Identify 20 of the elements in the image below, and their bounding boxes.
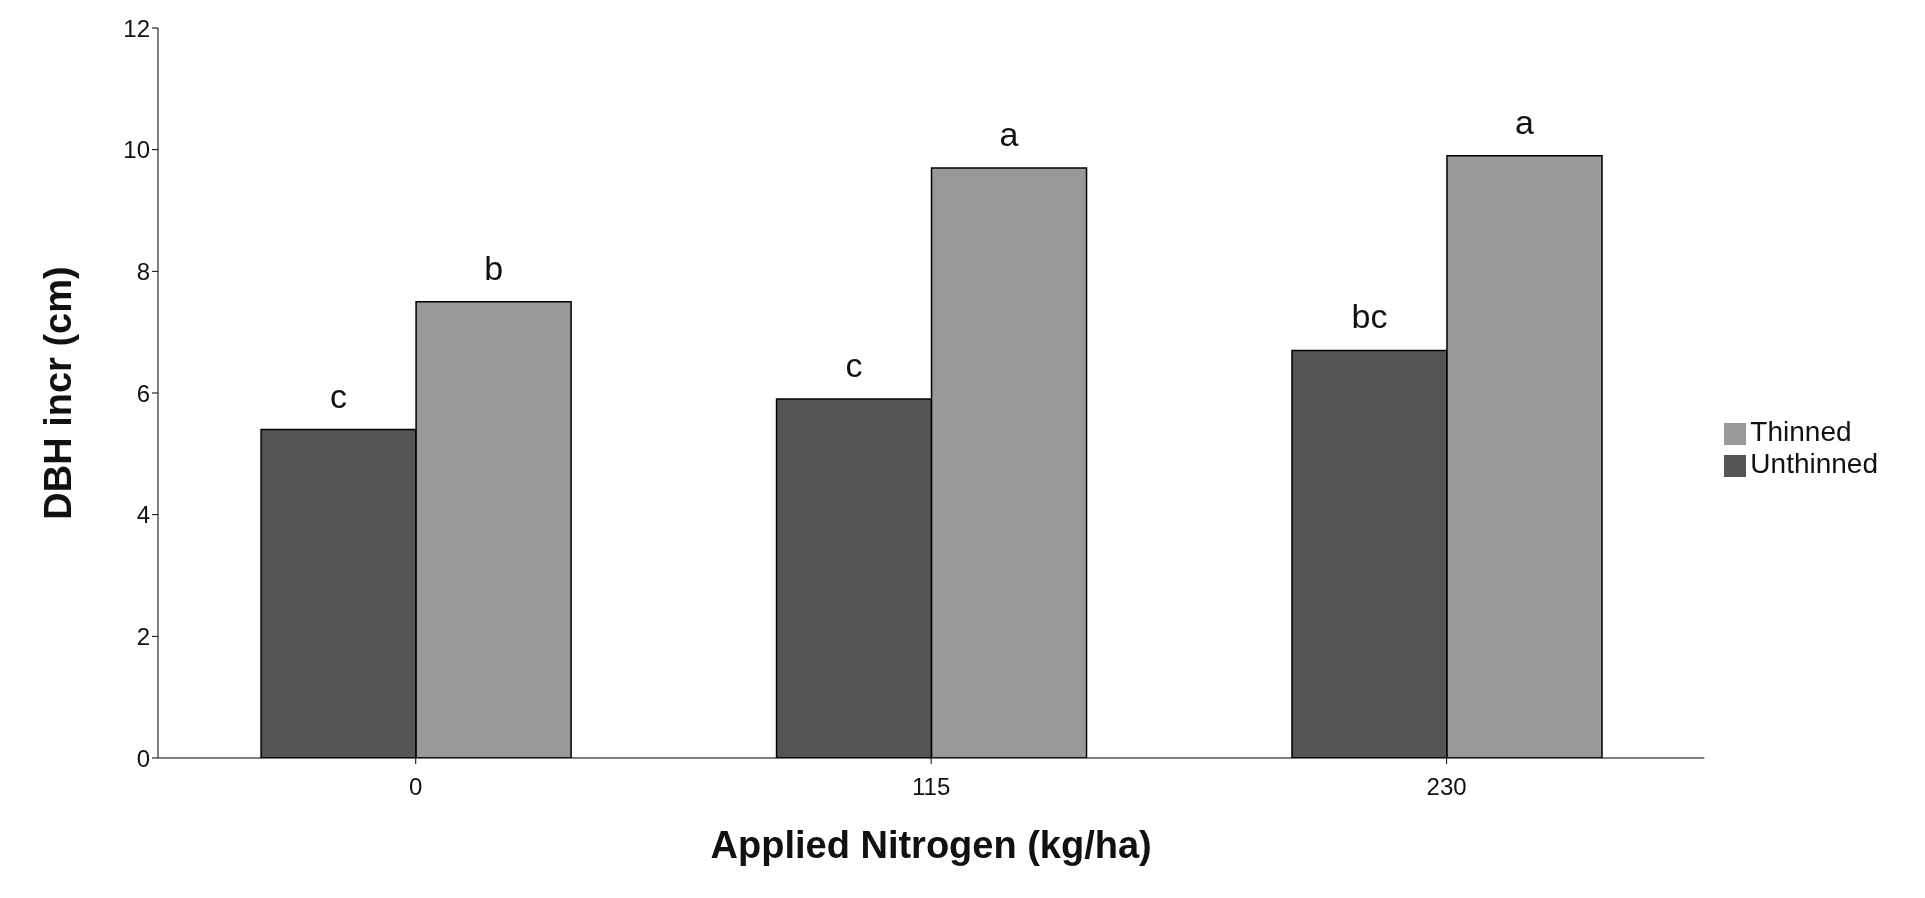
annotation: c xyxy=(330,376,348,415)
legend-label: Thinned xyxy=(1750,416,1852,447)
x-axis-title: Applied Nitrogen (kg/ha) xyxy=(710,824,1152,866)
y-tick-label: 8 xyxy=(136,257,150,285)
y-tick-label: 0 xyxy=(136,744,150,772)
legend-label: Unthinned xyxy=(1750,448,1878,479)
y-axis-title: DBH incr (cm) xyxy=(37,266,80,520)
annotation: c xyxy=(845,346,863,385)
x-tick-label: 0 xyxy=(409,773,423,801)
annotation: a xyxy=(1515,102,1535,141)
y-tick-label: 6 xyxy=(136,379,150,407)
annotation: a xyxy=(999,114,1019,153)
x-tick-label: 230 xyxy=(1426,773,1467,801)
y-tick-label: 12 xyxy=(123,14,150,42)
y-tick-label: 2 xyxy=(136,622,150,650)
annotation: bc xyxy=(1351,297,1388,336)
x-tick-label: 115 xyxy=(912,773,951,801)
annotation: b xyxy=(484,248,504,287)
y-tick-label: 4 xyxy=(136,501,150,529)
y-tick-label: 10 xyxy=(123,136,150,164)
